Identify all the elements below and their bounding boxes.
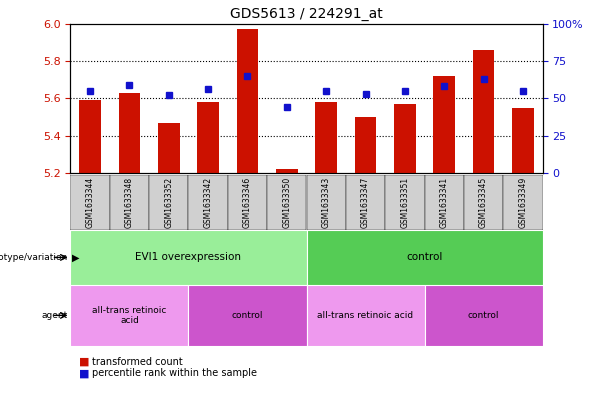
Bar [158,123,180,173]
Text: control: control [232,311,263,320]
Text: GSM1633342: GSM1633342 [204,177,213,228]
Text: agent: agent [41,311,67,320]
Bar [237,29,258,173]
Text: all-trans retinoic
acid: all-trans retinoic acid [93,306,167,325]
Bar [306,175,346,230]
Bar [473,50,494,173]
Text: percentile rank within the sample: percentile rank within the sample [92,368,257,378]
Bar [197,102,219,173]
Bar [189,175,228,230]
Bar [503,175,543,230]
Bar [424,285,543,346]
Text: GSM1633343: GSM1633343 [322,177,330,228]
Bar [346,175,385,230]
Bar [394,104,416,173]
Bar [79,100,101,173]
Text: ▶: ▶ [72,252,79,263]
Text: control: control [468,311,499,320]
Bar [512,108,534,173]
Text: GSM1633349: GSM1633349 [519,177,527,228]
Text: GSM1633341: GSM1633341 [440,177,449,228]
Bar [228,175,267,230]
Text: ■: ■ [78,368,89,378]
Bar [276,169,298,173]
Text: genotype/variation: genotype/variation [0,253,67,262]
Bar [464,175,503,230]
Bar [306,285,424,346]
Bar [149,175,189,230]
Text: ■: ■ [78,356,89,367]
Bar [70,175,110,230]
Bar [355,117,376,173]
Text: GSM1633344: GSM1633344 [86,177,94,228]
Bar [70,230,306,285]
Text: control: control [406,252,443,263]
Text: EVI1 overexpression: EVI1 overexpression [135,252,242,263]
Bar [267,175,306,230]
Text: GSM1633352: GSM1633352 [164,177,173,228]
Text: GSM1633351: GSM1633351 [400,177,409,228]
Text: all-trans retinoic acid: all-trans retinoic acid [318,311,414,320]
Bar [315,102,337,173]
Title: GDS5613 / 224291_at: GDS5613 / 224291_at [230,7,383,21]
Bar [433,76,455,173]
Bar [110,175,149,230]
Bar [306,230,543,285]
Bar [424,175,464,230]
Bar [385,175,424,230]
Bar [70,285,189,346]
Text: GSM1633347: GSM1633347 [361,177,370,228]
Text: GSM1633348: GSM1633348 [125,177,134,228]
Bar [189,285,306,346]
Text: transformed count: transformed count [92,356,183,367]
Text: GSM1633346: GSM1633346 [243,177,252,228]
Text: GSM1633350: GSM1633350 [283,177,291,228]
Text: GSM1633345: GSM1633345 [479,177,488,228]
Bar [119,93,140,173]
